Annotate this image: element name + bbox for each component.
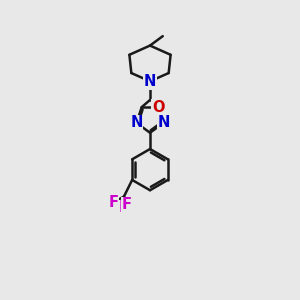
Text: F: F	[121, 197, 131, 212]
Text: F: F	[109, 195, 119, 210]
Text: F: F	[119, 200, 129, 215]
Text: N: N	[130, 116, 143, 130]
Text: O: O	[152, 100, 165, 115]
Text: N: N	[144, 74, 156, 89]
Text: N: N	[157, 116, 170, 130]
